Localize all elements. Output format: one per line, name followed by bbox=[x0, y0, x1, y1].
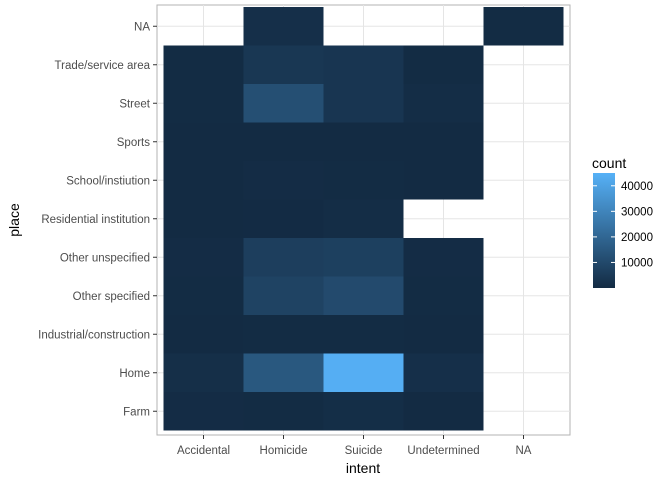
y-tick-label: Trade/service area bbox=[55, 60, 151, 72]
heatmap-cell bbox=[243, 276, 324, 315]
heatmap-cell bbox=[323, 199, 404, 238]
heatmap-cell bbox=[403, 122, 484, 161]
heatmap-cell bbox=[323, 45, 404, 84]
heatmap-cell bbox=[323, 353, 404, 392]
heatmap-cells bbox=[163, 7, 564, 431]
heatmap-cell bbox=[323, 315, 404, 354]
heatmap-cell bbox=[163, 353, 244, 392]
heatmap-cell bbox=[163, 45, 244, 84]
legend-tick-label: 20000 bbox=[621, 232, 653, 244]
x-axis-title: intent bbox=[346, 460, 380, 476]
legend-colorbar bbox=[593, 173, 615, 288]
heatmap-cell bbox=[243, 315, 324, 354]
color-legend: count 10000 20000 30000 40000 bbox=[592, 155, 653, 288]
heatmap-cell bbox=[323, 84, 404, 123]
heatmap-cell bbox=[243, 45, 324, 84]
y-tick-label: School/instiution bbox=[66, 175, 150, 187]
x-tick-label: Accidental bbox=[177, 445, 230, 457]
heatmap-cell bbox=[403, 161, 484, 200]
x-axis-ticks: Accidental Homicide Suicide Undetermined NA bbox=[177, 435, 532, 457]
y-tick-label: Industrial/construction bbox=[38, 329, 150, 341]
y-tick-label: Street bbox=[119, 98, 150, 110]
heatmap-cell bbox=[243, 199, 324, 238]
x-tick-label: Suicide bbox=[345, 445, 383, 457]
heatmap-cell bbox=[403, 276, 484, 315]
x-tick-label: Homicide bbox=[260, 445, 308, 457]
y-axis-title: place bbox=[6, 203, 22, 237]
heatmap-cell bbox=[163, 161, 244, 200]
legend-tick-label: 40000 bbox=[621, 181, 653, 193]
legend-tick-label: 30000 bbox=[621, 206, 653, 218]
heatmap-cell bbox=[163, 122, 244, 161]
x-tick-label: Undetermined bbox=[407, 445, 479, 457]
y-tick-label: Other specified bbox=[73, 291, 150, 303]
heatmap-cell bbox=[323, 276, 404, 315]
heatmap-cell bbox=[243, 353, 324, 392]
legend-tick-label: 10000 bbox=[621, 257, 653, 269]
heatmap-cell bbox=[163, 276, 244, 315]
heatmap-cell bbox=[483, 7, 564, 46]
heatmap-cell bbox=[403, 392, 484, 431]
legend-title: count bbox=[592, 155, 626, 171]
heatmap-cell bbox=[243, 238, 324, 277]
heatmap-cell bbox=[163, 238, 244, 277]
heatmap-cell bbox=[243, 392, 324, 431]
heatmap-cell bbox=[243, 122, 324, 161]
heatmap-cell bbox=[403, 238, 484, 277]
y-axis-ticks: Farm Home Industrial/construction Other spe… bbox=[38, 21, 157, 418]
x-tick-label: NA bbox=[516, 445, 532, 457]
heatmap-cell bbox=[163, 199, 244, 238]
heatmap-cell bbox=[403, 315, 484, 354]
y-tick-label: Farm bbox=[123, 406, 150, 418]
y-tick-label: Sports bbox=[117, 137, 150, 149]
heatmap-cell bbox=[163, 84, 244, 123]
heatmap-cell bbox=[323, 161, 404, 200]
heatmap-cell bbox=[323, 122, 404, 161]
heatmap-cell bbox=[403, 45, 484, 84]
heatmap-cell bbox=[403, 84, 484, 123]
heatmap-cell bbox=[323, 238, 404, 277]
y-tick-label: Residential institution bbox=[41, 214, 150, 226]
heatmap-cell bbox=[403, 353, 484, 392]
heatmap-cell bbox=[243, 7, 324, 46]
y-tick-label: Home bbox=[119, 368, 150, 380]
y-tick-label: Other unspecified bbox=[60, 252, 150, 264]
heatmap-cell bbox=[163, 315, 244, 354]
heatmap-cell bbox=[163, 392, 244, 431]
heatmap-cell bbox=[323, 392, 404, 431]
y-tick-label: NA bbox=[134, 21, 150, 33]
heatmap-cell bbox=[243, 161, 324, 200]
heatmap-cell bbox=[243, 84, 324, 123]
legend-ticks: 10000 20000 30000 40000 bbox=[593, 181, 653, 269]
